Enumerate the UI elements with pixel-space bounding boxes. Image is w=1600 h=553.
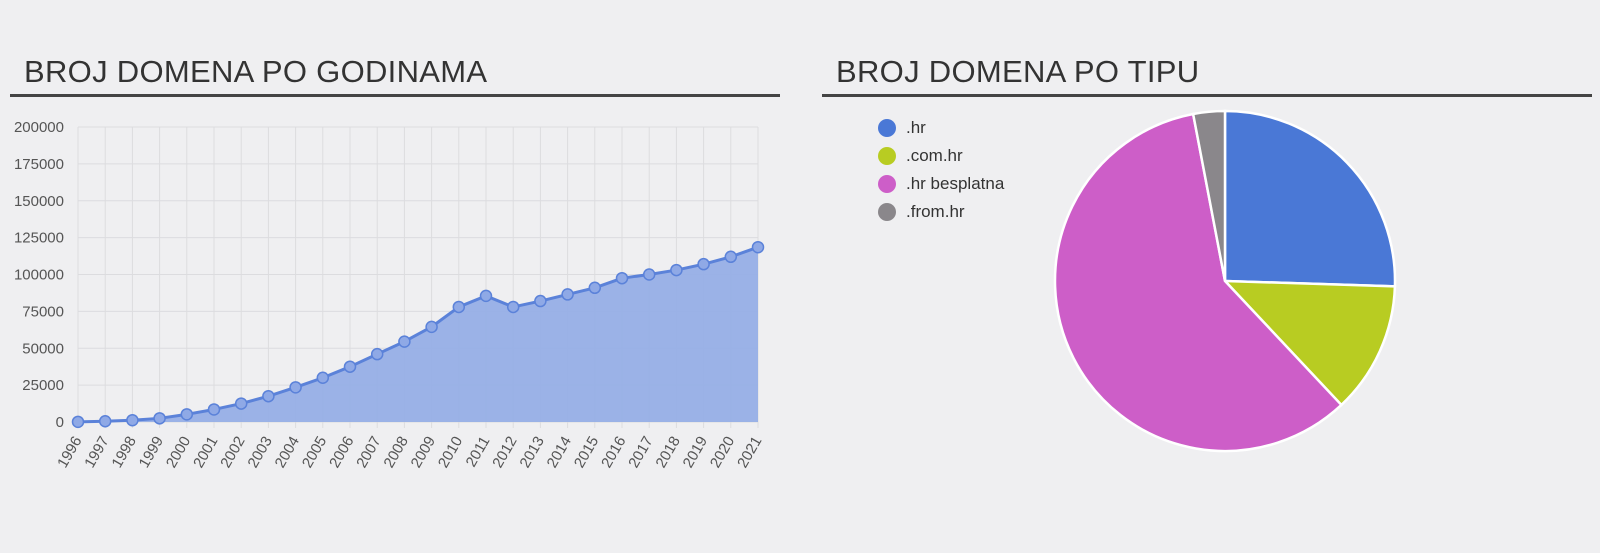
y-tick-label: 200000	[14, 119, 64, 136]
x-tick-label: 2016	[598, 434, 629, 471]
data-point[interactable]	[534, 294, 547, 308]
x-tick-label: 2006	[326, 434, 357, 471]
x-tick-label: 2001	[190, 434, 221, 471]
legend-label: .hr besplatna	[906, 174, 1005, 193]
panel-domains-by-type: BROJ DOMENA PO TIPU	[822, 0, 1592, 553]
y-tick-label: 0	[56, 414, 64, 431]
x-tick-label: 1999	[136, 434, 167, 471]
x-tick-label: 2004	[272, 434, 303, 471]
y-tick-label: 125000	[14, 230, 64, 247]
x-tick-label: 2007	[353, 434, 384, 471]
data-point[interactable]	[98, 415, 112, 428]
x-tick-label: 2015	[571, 434, 602, 471]
x-tick-label: 2000	[163, 434, 194, 471]
x-tick-label: 1996	[54, 434, 85, 471]
data-point[interactable]	[71, 415, 85, 429]
y-tick-label: 75000	[22, 303, 64, 320]
y-tick-label: 25000	[22, 377, 64, 394]
data-point[interactable]	[506, 300, 520, 314]
heading-domains-by-year: BROJ DOMENA PO GODINAMA	[10, 52, 780, 97]
x-tick-label: 1998	[108, 434, 139, 471]
x-tick-label: 2018	[652, 434, 683, 471]
legend-swatch	[878, 119, 896, 137]
line-chart: 0 25000 50000 75000 100000 125000 150000 175000…	[14, 119, 766, 471]
y-tick-label: 150000	[14, 193, 64, 210]
data-point[interactable]	[479, 289, 493, 303]
pie-legend: .hr .com.hr .hr besplatna .from.hr	[878, 114, 1078, 226]
pie-chart	[1053, 109, 1397, 453]
x-tick-label: 2010	[435, 434, 466, 471]
title-domains-by-year: BROJ DOMENA PO GODINAMA	[24, 54, 488, 89]
x-tick-label: 2012	[489, 434, 520, 471]
title-domains-by-type: BROJ DOMENA PO TIPU	[836, 54, 1200, 89]
x-tick-label: 2021	[734, 434, 765, 471]
data-point[interactable]	[316, 371, 330, 384]
x-tick-label: 2008	[380, 434, 411, 471]
x-tick-label: 2003	[244, 434, 275, 471]
x-tick-label: 2019	[680, 434, 711, 471]
pie-slice[interactable]	[1191, 109, 1227, 282]
data-point[interactable]	[207, 403, 221, 416]
data-point[interactable]	[425, 320, 438, 334]
data-point[interactable]	[615, 271, 629, 285]
data-point[interactable]	[724, 250, 738, 264]
legend-swatch	[878, 147, 896, 165]
legend-item[interactable]: .hr	[878, 114, 1078, 142]
legend-label: .from.hr	[906, 202, 965, 221]
pie-slice[interactable]	[1222, 279, 1397, 407]
data-point[interactable]	[153, 412, 166, 425]
x-tick-label: 2013	[516, 434, 547, 471]
legend-item[interactable]: .from.hr	[878, 198, 1078, 226]
data-point[interactable]	[370, 347, 384, 361]
data-point[interactable]	[670, 263, 683, 277]
y-tick-label: 100000	[14, 267, 64, 284]
data-point[interactable]	[642, 268, 656, 281]
legend-item[interactable]: .com.hr	[878, 142, 1078, 170]
data-point[interactable]	[751, 240, 765, 254]
pie-slice[interactable]	[1053, 112, 1344, 453]
data-point[interactable]	[343, 360, 357, 373]
x-tick-label: 2014	[544, 434, 575, 471]
x-tick-label: 2009	[408, 434, 439, 471]
x-tick-label: 2017	[625, 434, 656, 471]
legend-item[interactable]: .hr besplatna	[878, 170, 1078, 198]
panel-domains-by-year: BROJ DOMENA PO GODINAMA	[10, 0, 780, 553]
x-tick-label: 2005	[299, 434, 330, 471]
data-point[interactable]	[588, 281, 602, 295]
data-point[interactable]	[262, 389, 275, 403]
x-tick-label: 2002	[217, 434, 248, 471]
grid	[77, 126, 759, 428]
x-tick-label: 1997	[81, 434, 112, 471]
x-tick-label: 2011	[463, 434, 494, 470]
heading-domains-by-type: BROJ DOMENA PO TIPU	[822, 52, 1592, 97]
y-tick-label: 175000	[14, 156, 64, 173]
x-tick-label: 2020	[707, 434, 738, 471]
data-point[interactable]	[452, 300, 466, 314]
legend-swatch	[878, 175, 896, 193]
data-point[interactable]	[289, 381, 302, 394]
data-point[interactable]	[126, 413, 139, 427]
data-point[interactable]	[234, 397, 248, 410]
data-point[interactable]	[561, 288, 574, 301]
legend-label: .com.hr	[906, 146, 963, 165]
data-point[interactable]	[697, 257, 710, 271]
pie-slice[interactable]	[1223, 109, 1397, 288]
data-point[interactable]	[180, 408, 194, 421]
data-point[interactable]	[398, 335, 411, 348]
legend-swatch	[878, 203, 896, 221]
legend-label: .hr	[906, 118, 926, 137]
y-tick-label: 50000	[22, 340, 64, 357]
